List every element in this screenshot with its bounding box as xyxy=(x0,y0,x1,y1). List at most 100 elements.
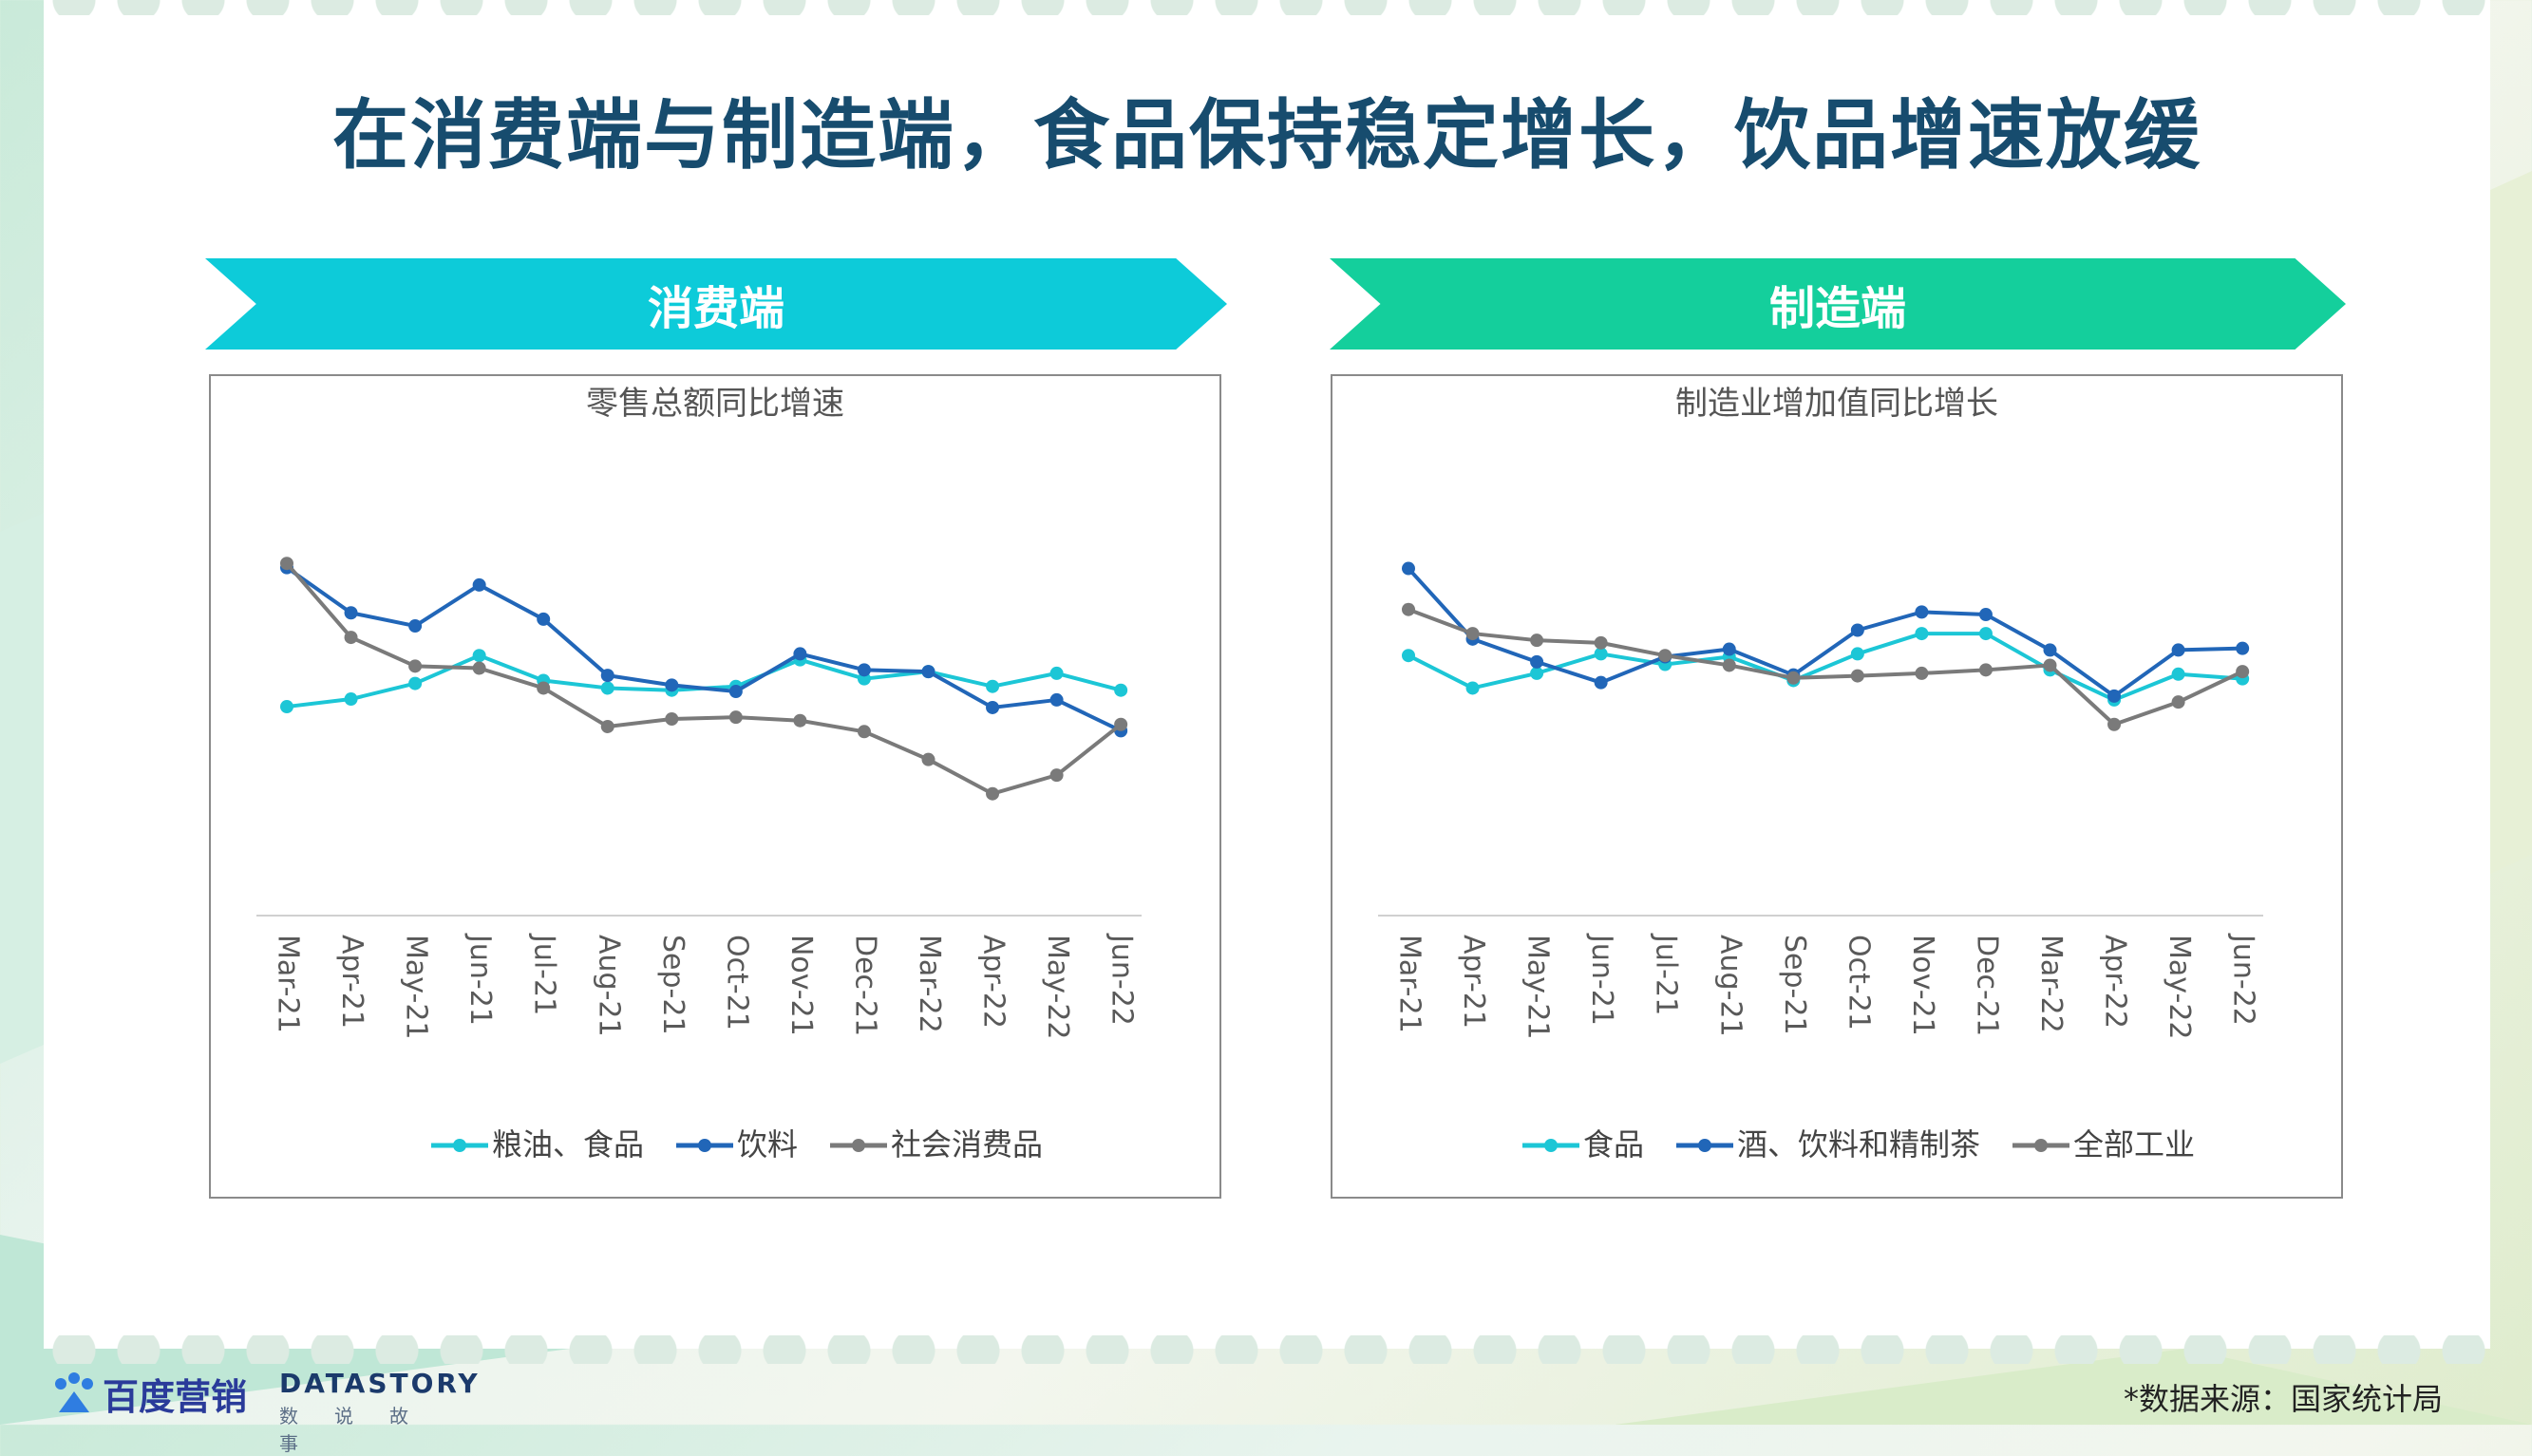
data-point xyxy=(1049,768,1064,783)
data-point xyxy=(280,700,293,714)
datastory-logo-subtext: 数说故事 xyxy=(279,1405,444,1455)
chart-consumer: 零售总额同比增速 Mar-21 Apr-21 May-21 Jun-21 Jul-21 Au… xyxy=(256,385,1142,1163)
data-point xyxy=(1465,681,1480,695)
data-point xyxy=(1465,627,1480,641)
x-tick-label: Oct-21 xyxy=(1842,935,1875,1031)
data-point xyxy=(728,710,743,725)
data-point xyxy=(2171,695,2185,709)
data-point xyxy=(921,665,935,679)
x-tick-label: Aug-21 xyxy=(592,935,625,1037)
data-point xyxy=(600,681,614,695)
data-point xyxy=(1978,608,1993,622)
baidu-logo-text: 百度营销 xyxy=(103,1376,248,1418)
x-tick-label: Sep-21 xyxy=(656,935,690,1035)
data-point xyxy=(600,669,614,683)
banner-consumer: 消费端 xyxy=(205,258,1227,350)
data-point xyxy=(472,649,486,663)
x-tick-label: May-21 xyxy=(1521,935,1555,1040)
data-point xyxy=(344,606,358,620)
legend-swatch-marker xyxy=(453,1139,466,1152)
chart-panel-manufacturing: 制造业增加值同比增长 Mar-21 Apr-21 May-21 Jun-21 Jul-21… xyxy=(1331,374,2343,1199)
x-tick-label: Jul-21 xyxy=(528,933,561,1015)
data-point xyxy=(1049,692,1064,707)
legend-swatch-marker xyxy=(698,1139,711,1152)
legend-label: 社会消费品 xyxy=(891,1126,1043,1163)
data-point xyxy=(1402,649,1415,663)
data-point xyxy=(793,647,807,661)
data-point xyxy=(793,713,807,728)
series-line xyxy=(1407,567,2243,698)
x-tick-label: Apr-21 xyxy=(1457,935,1490,1029)
data-point xyxy=(1114,717,1128,731)
data-point xyxy=(537,681,551,695)
chart-manufacturing: 制造业增加值同比增长 Mar-21 Apr-21 May-21 Jun-21 Jul-21… xyxy=(1378,385,2263,1163)
data-point xyxy=(986,786,1000,801)
data-point xyxy=(1114,683,1128,697)
data-point xyxy=(472,661,486,675)
data-point xyxy=(986,700,1000,714)
page-title: 在消费端与制造端，食品保持稳定增长，饮品增速放缓 xyxy=(332,91,2201,180)
data-point xyxy=(280,557,293,571)
data-point xyxy=(472,577,486,592)
datastory-logo: DATASTORY 数说故事 xyxy=(279,1368,481,1456)
data-point xyxy=(1402,602,1415,616)
series-line xyxy=(285,561,1123,796)
x-tick-label: Apr-22 xyxy=(2099,935,2132,1029)
data-point xyxy=(2043,658,2057,672)
data-point xyxy=(728,685,743,699)
x-tick-label: Mar-22 xyxy=(2034,935,2068,1033)
x-tick-label: Apr-22 xyxy=(977,935,1011,1029)
legend-swatch-marker xyxy=(1544,1139,1558,1152)
data-point xyxy=(1786,671,1801,685)
legend-swatch-marker xyxy=(852,1139,865,1152)
legend-label: 粮油、食品 xyxy=(492,1126,644,1163)
series-line xyxy=(1408,607,2244,727)
data-point xyxy=(857,725,871,739)
data-point xyxy=(1594,647,1608,661)
data-point xyxy=(344,631,358,645)
series-line xyxy=(285,566,1123,733)
x-tick-label: Jun-22 xyxy=(2227,933,2260,1026)
data-point xyxy=(1530,633,1544,648)
data-point xyxy=(1722,658,1736,672)
x-tick-label: May-22 xyxy=(2163,935,2196,1040)
x-tick-label: Jul-21 xyxy=(1650,933,1683,1015)
data-point xyxy=(921,752,935,766)
data-point xyxy=(1594,675,1608,690)
legend-label: 饮料 xyxy=(737,1126,798,1163)
datastory-logo-text: DATASTORY xyxy=(279,1368,481,1399)
legend-label: 酒、饮料和精制茶 xyxy=(1737,1126,1980,1163)
x-tick-label: Jun-22 xyxy=(1105,933,1139,1026)
data-point xyxy=(1915,666,1929,680)
x-tick-label: Mar-21 xyxy=(272,935,305,1033)
data-point xyxy=(1658,649,1672,663)
x-tick-label: Oct-21 xyxy=(720,935,753,1031)
data-point xyxy=(344,692,358,707)
data-point xyxy=(665,711,679,726)
series-line xyxy=(1408,632,2243,702)
data-point xyxy=(2171,643,2185,657)
chart-title: 制造业增加值同比增长 xyxy=(1675,385,1998,423)
data-point xyxy=(1915,605,1929,619)
banner-manufacturing: 制造端 xyxy=(1330,258,2346,350)
data-point xyxy=(1978,627,1993,641)
baidu-paw-icon xyxy=(55,1371,93,1412)
x-tick-label: May-22 xyxy=(1041,935,1074,1040)
data-point xyxy=(408,659,423,673)
data-point xyxy=(2236,665,2250,679)
data-point xyxy=(600,719,614,733)
data-point xyxy=(1049,666,1064,680)
data-point xyxy=(1530,654,1544,669)
data-point xyxy=(1850,647,1864,661)
data-point xyxy=(1850,623,1864,637)
data-point xyxy=(2107,689,2122,703)
x-tick-label: Jun-21 xyxy=(463,933,497,1026)
legend-swatch-marker xyxy=(2034,1139,2048,1152)
data-point xyxy=(1915,627,1929,641)
x-tick-label: Nov-21 xyxy=(784,935,818,1036)
x-tick-label: Sep-21 xyxy=(1778,935,1811,1035)
data-point xyxy=(2107,717,2122,731)
data-point xyxy=(1722,642,1736,656)
x-tick-label: Apr-21 xyxy=(335,935,368,1029)
data-point xyxy=(1530,666,1544,680)
